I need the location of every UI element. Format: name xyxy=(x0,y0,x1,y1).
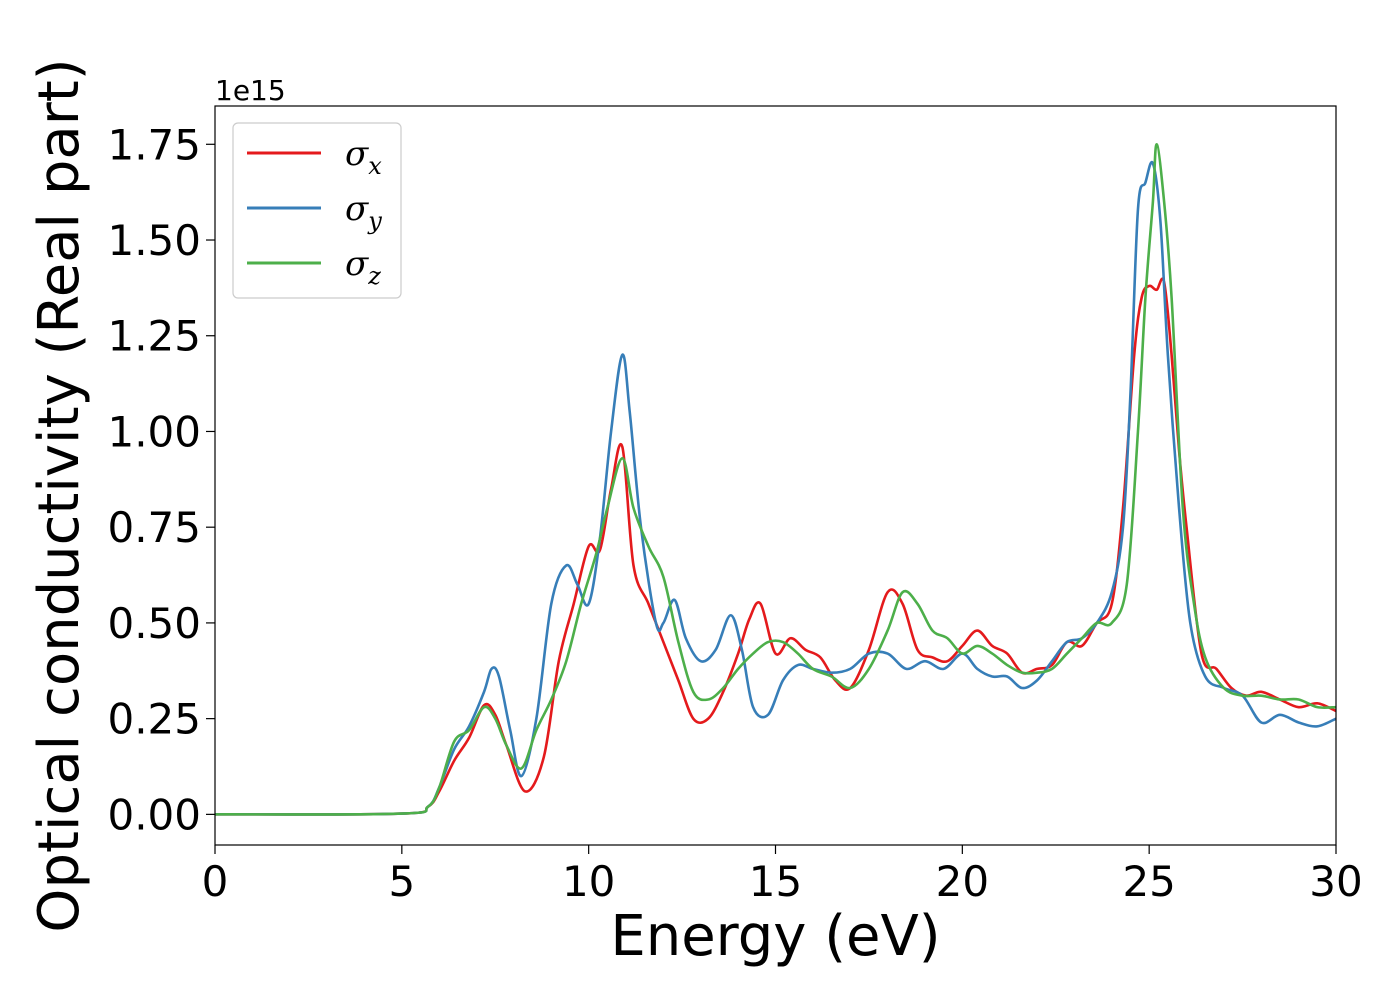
y-tick-label: 1.25 xyxy=(107,312,201,361)
y-axis-offset-label: 1e15 xyxy=(215,74,286,107)
series-layer xyxy=(214,142,1337,816)
legend-box xyxy=(232,122,402,299)
series-line-y xyxy=(214,160,1337,816)
x-tick-label: 20 xyxy=(936,857,989,906)
y-tick-label: 0.75 xyxy=(107,503,201,552)
y-tick-label: 0.25 xyxy=(107,695,201,744)
series-line-x xyxy=(214,277,1337,816)
x-tick-label: 30 xyxy=(1309,857,1362,906)
legend: σx σy σz xyxy=(232,122,402,299)
x-tick-label: 5 xyxy=(388,857,415,906)
x-tick-label: 0 xyxy=(202,857,229,906)
legend-label-z: σz xyxy=(345,244,381,290)
y-axis-ticks: 0.00 0.25 0.50 0.75 1.00 1.25 1.50 1.75 xyxy=(107,120,215,839)
x-axis-ticks: 0 5 10 15 20 25 30 xyxy=(202,845,1363,906)
y-tick-label: 1.50 xyxy=(107,216,201,265)
x-tick-label: 15 xyxy=(749,857,802,906)
legend-label-x: σx xyxy=(345,134,382,180)
y-axis-label: Optical conductivity (Real part) xyxy=(27,58,92,932)
y-tick-label: 0.00 xyxy=(107,790,201,839)
y-tick-label: 1.75 xyxy=(107,120,201,169)
x-tick-label: 10 xyxy=(562,857,615,906)
x-axis-label: Energy (eV) xyxy=(610,904,940,969)
legend-label-y: σy xyxy=(345,189,382,235)
x-tick-label: 25 xyxy=(1122,857,1175,906)
y-tick-label: 0.50 xyxy=(107,599,201,648)
series-line-z xyxy=(214,142,1337,816)
y-tick-label: 1.00 xyxy=(107,407,201,456)
